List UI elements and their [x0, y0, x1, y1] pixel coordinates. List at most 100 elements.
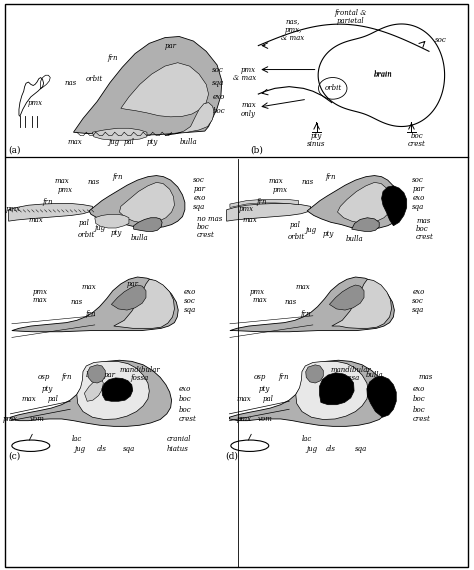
Polygon shape [9, 203, 92, 221]
Text: soc: soc [412, 176, 424, 184]
Text: als: als [326, 445, 336, 453]
Polygon shape [329, 285, 364, 310]
Text: frn: frn [108, 54, 118, 62]
Text: pal: pal [263, 395, 273, 403]
Text: pal: pal [124, 138, 134, 146]
Text: par: par [104, 371, 116, 379]
Text: soc: soc [412, 297, 424, 305]
Text: pty: pty [322, 230, 334, 238]
Text: pmx: pmx [28, 99, 43, 107]
Text: boc: boc [197, 223, 210, 231]
Text: max: max [82, 283, 97, 291]
Text: nas: nas [301, 178, 313, 186]
Polygon shape [227, 203, 310, 221]
Text: & max: & max [233, 74, 256, 82]
Text: pmx: pmx [239, 205, 254, 213]
Text: osp: osp [37, 373, 50, 381]
Text: pmx: pmx [241, 66, 256, 74]
Text: par: par [127, 280, 139, 288]
Text: boc: boc [412, 406, 425, 414]
Polygon shape [352, 218, 379, 231]
Text: pal: pal [290, 221, 300, 229]
Text: brain: brain [374, 70, 392, 78]
Polygon shape [367, 376, 396, 417]
Text: pty: pty [147, 138, 158, 146]
Polygon shape [77, 361, 149, 420]
Text: boc: boc [212, 107, 225, 115]
Text: sqa: sqa [412, 306, 425, 314]
Polygon shape [337, 182, 392, 223]
Text: bulla: bulla [131, 234, 149, 242]
Text: max: max [21, 395, 36, 403]
Text: nas: nas [64, 79, 76, 87]
Text: bulla: bulla [86, 371, 104, 379]
Polygon shape [73, 36, 222, 135]
Text: exo: exo [184, 288, 196, 296]
Polygon shape [12, 277, 178, 332]
Text: boc: boc [179, 406, 192, 414]
Text: exo: exo [412, 288, 425, 296]
Text: pmx: pmx [6, 205, 21, 213]
Text: & max: & max [281, 34, 305, 42]
Text: pmx,: pmx, [284, 26, 301, 34]
Text: pal: pal [48, 395, 58, 403]
Polygon shape [230, 200, 299, 207]
Text: pmx: pmx [249, 288, 264, 296]
Text: boc: boc [412, 395, 425, 403]
Text: bulla: bulla [346, 235, 364, 243]
Polygon shape [10, 360, 172, 426]
Text: nas: nas [71, 298, 83, 306]
Text: max: max [67, 138, 82, 146]
Text: pal: pal [79, 219, 90, 227]
Text: sqa: sqa [123, 445, 135, 453]
Text: frn: frn [42, 198, 53, 206]
Polygon shape [114, 279, 174, 328]
Text: (b): (b) [250, 146, 264, 155]
Text: nas: nas [88, 178, 100, 186]
Text: max: max [54, 177, 69, 185]
Polygon shape [95, 214, 129, 228]
Polygon shape [307, 176, 402, 229]
Text: nas: nas [285, 298, 297, 306]
Text: boc: boc [411, 132, 423, 140]
Text: crest: crest [408, 140, 426, 148]
Text: jug: jug [74, 445, 85, 453]
Text: (c): (c) [8, 451, 20, 461]
Text: pty: pty [42, 385, 53, 393]
Text: pmx: pmx [33, 288, 48, 296]
Text: no mas: no mas [197, 215, 222, 223]
Text: exo: exo [193, 194, 206, 202]
Text: max: max [33, 296, 48, 304]
Text: orbit: orbit [78, 231, 95, 239]
Text: nas,: nas, [286, 17, 300, 25]
Polygon shape [119, 182, 174, 223]
Polygon shape [121, 63, 209, 117]
Text: orbit: orbit [325, 84, 342, 92]
Text: frn: frn [301, 310, 311, 317]
Text: vom: vom [258, 415, 273, 423]
Text: pty: pty [110, 229, 122, 237]
Text: sqa: sqa [355, 445, 367, 453]
Text: max: max [296, 283, 311, 291]
Polygon shape [306, 365, 323, 383]
Polygon shape [84, 377, 103, 401]
Text: boc: boc [179, 395, 192, 403]
Text: mandibular: mandibular [119, 367, 160, 374]
Text: par: par [164, 42, 177, 50]
Polygon shape [382, 186, 407, 226]
Text: frn: frn [278, 373, 289, 381]
Text: only: only [241, 110, 256, 118]
Text: exo: exo [412, 385, 425, 393]
Polygon shape [89, 176, 185, 228]
Text: pmx: pmx [273, 186, 288, 194]
Text: frn: frn [86, 310, 96, 317]
Text: sinus: sinus [307, 140, 326, 148]
Polygon shape [229, 360, 391, 426]
Text: frn: frn [326, 173, 336, 181]
Text: cranial: cranial [167, 435, 191, 443]
Text: bulla: bulla [365, 371, 383, 379]
Polygon shape [111, 285, 146, 310]
Text: als: als [97, 445, 107, 453]
Text: sqa: sqa [193, 203, 206, 211]
Text: lac: lac [302, 435, 312, 443]
